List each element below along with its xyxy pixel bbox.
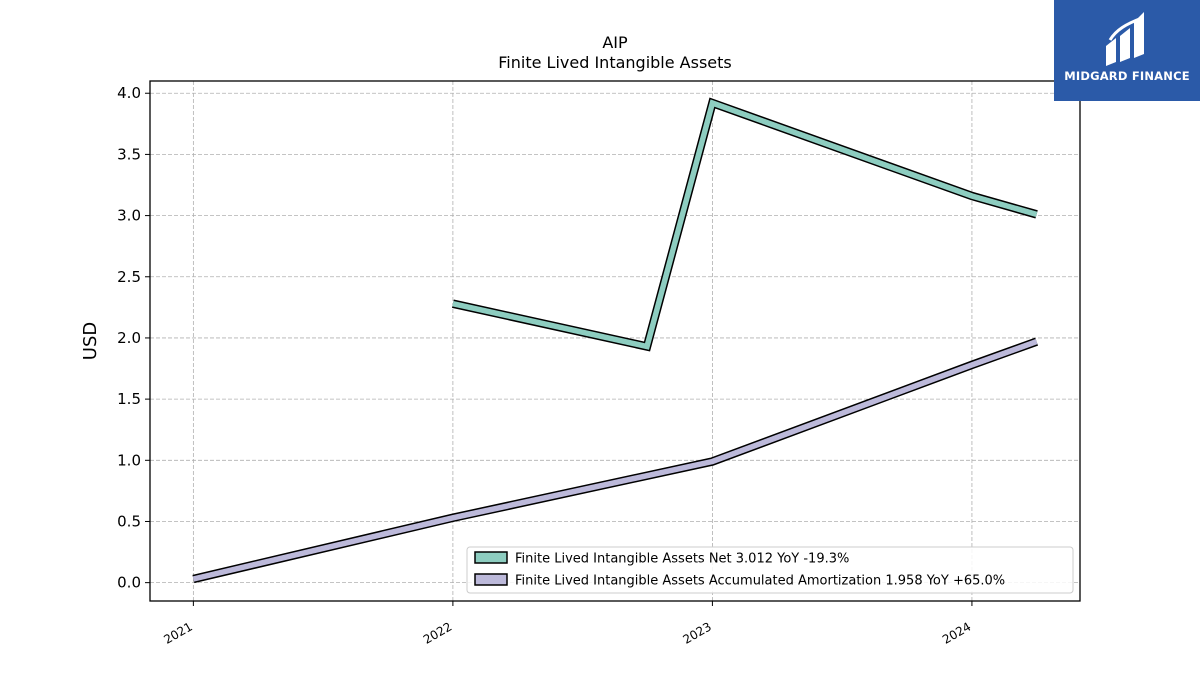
y-tick-label: 3.0 — [117, 207, 141, 225]
x-tick-label: 2024 — [940, 619, 973, 646]
brand-logo: MIDGARD FINANCE — [1054, 0, 1200, 101]
y-tick-label: 4.0 — [117, 84, 141, 102]
legend-label-0: Finite Lived Intangible Assets Net 3.012… — [515, 552, 849, 567]
series-line-0 — [452, 99, 1038, 350]
y-tick-label: 0.0 — [117, 574, 141, 592]
y-tick-label: 1.5 — [117, 390, 141, 408]
series-line-1 — [192, 339, 1038, 582]
plot-area-frame — [149, 80, 1081, 602]
series-layer — [192, 97, 1039, 584]
y-tick-label: 2.0 — [117, 329, 141, 347]
y-tick-label: 3.5 — [117, 145, 141, 163]
legend-label-1: Finite Lived Intangible Assets Accumulat… — [515, 574, 1005, 589]
y-tick-label: 1.0 — [117, 451, 141, 469]
grid-lines — [150, 81, 1080, 601]
series-line-outline-0 — [451, 97, 1038, 352]
chart-subtitle: Finite Lived Intangible Assets — [498, 53, 731, 72]
x-tick-label: 2023 — [680, 619, 713, 646]
x-tick-label: 2021 — [161, 619, 194, 646]
y-tick-label: 0.5 — [117, 512, 141, 530]
legend-swatch-0 — [474, 551, 508, 564]
y-tick-label: 2.5 — [117, 268, 141, 286]
logo-mark-icon — [1106, 12, 1144, 66]
chart-title: AIP — [602, 33, 628, 52]
y-axis-label: USD — [80, 322, 101, 360]
brand-name: MIDGARD FINANCE — [1064, 69, 1190, 83]
legend: Finite Lived Intangible Assets Net 3.012… — [466, 546, 1074, 594]
legend-swatch-1 — [474, 573, 508, 586]
x-tick-label: 2022 — [421, 619, 454, 646]
legend-box — [466, 546, 1074, 594]
